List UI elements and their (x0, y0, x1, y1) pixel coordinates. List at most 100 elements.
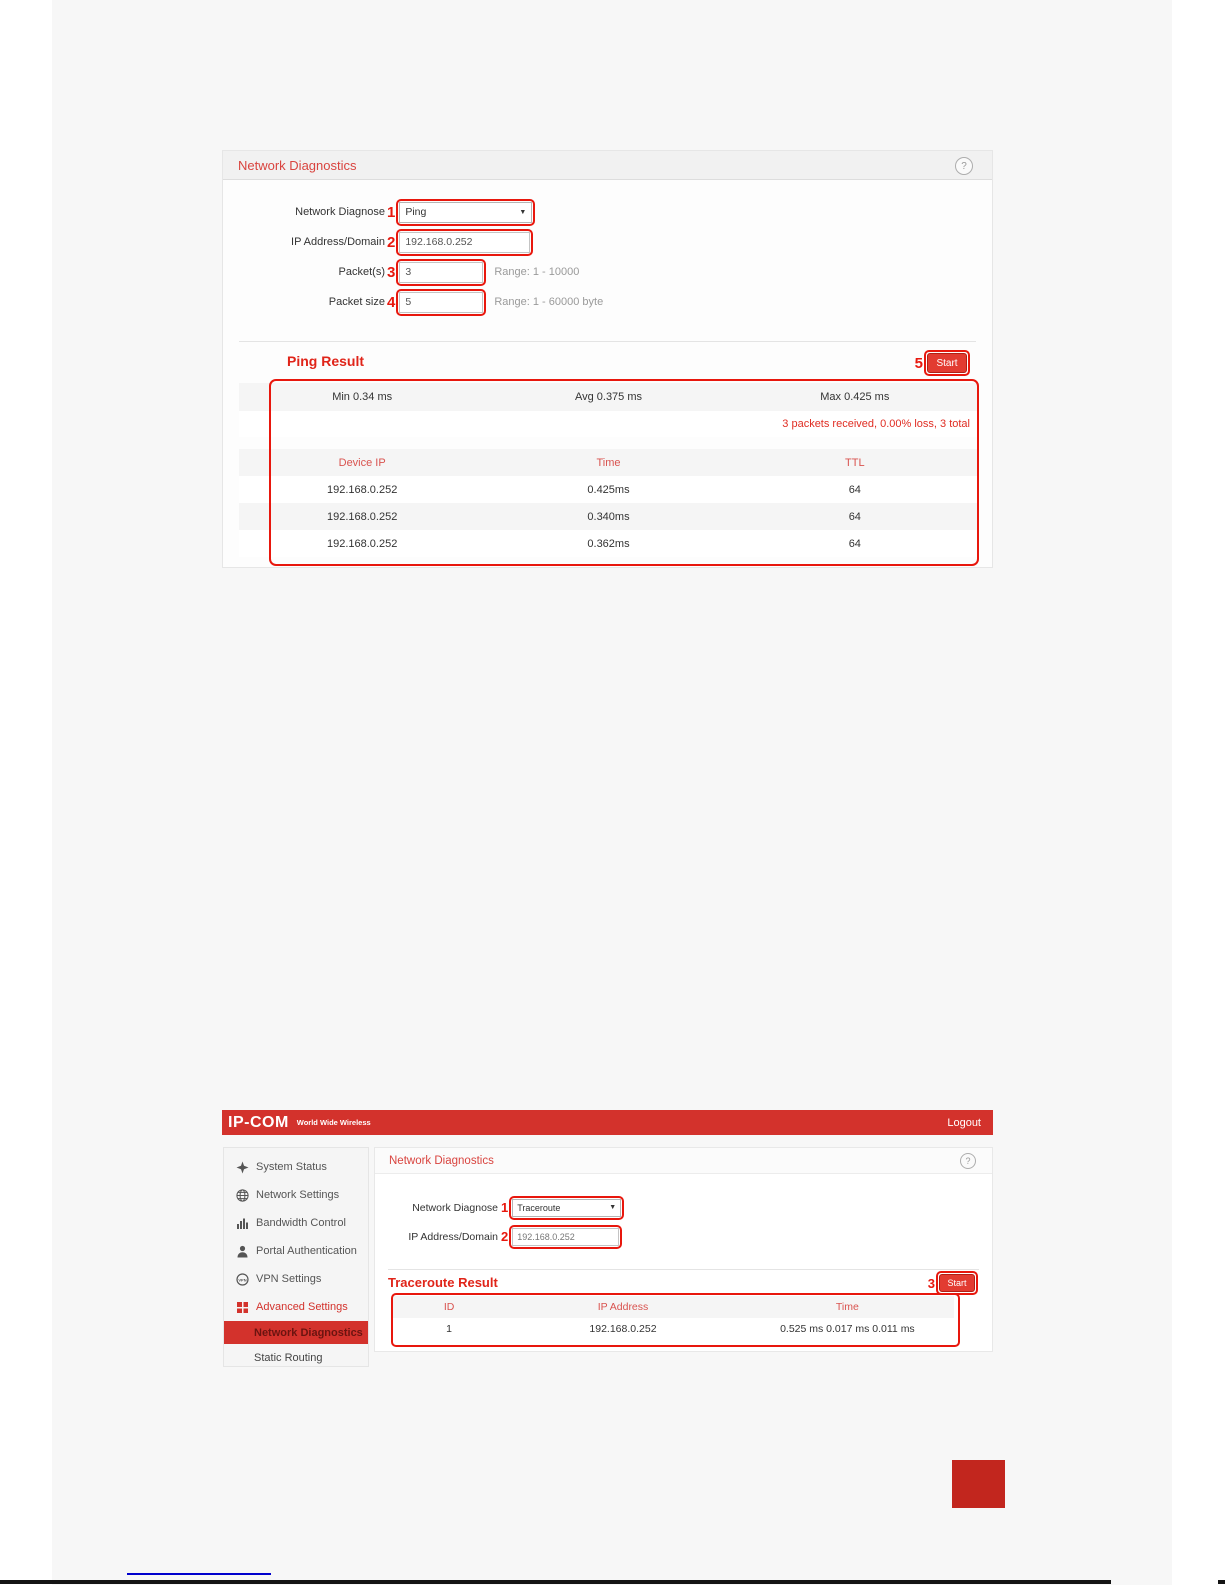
sidebar-item-label: Advanced Settings (256, 1301, 348, 1313)
page-bottom-border-tick (1218, 1580, 1225, 1584)
table-row: 192.168.0.252 0.340ms 64 (239, 503, 978, 530)
cell-device-ip: 192.168.0.252 (326, 510, 398, 523)
network-diagnose-select[interactable]: Ping ▼ (399, 201, 533, 223)
column-time: Time (596, 456, 621, 469)
form-row-network-diagnose: Network Diagnose 1 Ping ▼ (239, 198, 536, 226)
traceroute-result-table: ID IP Address Time 1 192.168.0.252 0.525… (393, 1296, 954, 1339)
network-diagnose-value: Traceroute (517, 1202, 561, 1213)
sidebar-item-bandwidth-control[interactable]: Bandwidth Control (224, 1209, 368, 1237)
cell-ip-address: 192.168.0.252 (589, 1322, 657, 1335)
sidebar-item-network-diagnostics-selected[interactable]: Network Diagnostics (224, 1321, 368, 1344)
cell-time: 0.425ms (587, 483, 630, 496)
grid-icon (235, 1300, 249, 1314)
sidebar-item-label: Network Settings (256, 1189, 340, 1201)
sidebar-item-vpn-settings[interactable]: VPN VPN Settings (224, 1265, 368, 1293)
section-divider (388, 1269, 979, 1270)
packets-input[interactable] (399, 261, 484, 283)
sidebar-item-system-status[interactable]: System Status (224, 1153, 368, 1181)
callout-box: Start (924, 350, 970, 376)
user-icon (235, 1244, 249, 1258)
sidebar-item-label: Portal Authentication (256, 1245, 357, 1257)
network-diagnose-select[interactable]: Traceroute ▼ (512, 1198, 622, 1217)
callout-box: Ping ▼ (396, 198, 536, 226)
ping-avg: Avg 0.375 ms (574, 391, 643, 403)
form-row-network-diagnose: Network Diagnose 1 Traceroute ▼ (388, 1195, 625, 1220)
callout-number: 3 (927, 1275, 935, 1291)
callout-number: 5 (914, 354, 923, 372)
callout-number: 1 (501, 1200, 509, 1215)
callout-box (396, 288, 487, 316)
panel-header: Network Diagnostics (375, 1148, 992, 1174)
sidebar-item-label: Static Routing (254, 1351, 323, 1364)
globe-icon (235, 1188, 249, 1202)
sidebar-item-label: System Status (256, 1161, 327, 1173)
cell-time: 0.362ms (587, 537, 630, 550)
packets-received-text: 3 packets received, 0.00% loss, 3 total (782, 418, 970, 430)
packets-label: Packet(s) (338, 266, 385, 278)
section-divider (239, 341, 976, 342)
ping-diagnostics-panel: Network Diagnostics ? Network Diagnose 1… (222, 150, 993, 568)
ipcom-logo: IP-COM (228, 1113, 289, 1131)
signal-icon (235, 1160, 249, 1174)
ping-min: Min 0.34 ms (332, 391, 393, 403)
bar-chart-icon (235, 1216, 249, 1230)
sidebar-item-label: VPN Settings (256, 1273, 322, 1285)
panel-title: Network Diagnostics (389, 1154, 494, 1167)
form-row-packets: Packet(s) 3 Range: 1 - 10000 (239, 258, 580, 286)
form-row-packet-size: Packet size 4 Range: 1 - 60000 byte (239, 288, 603, 316)
logout-link[interactable]: Logout (947, 1116, 981, 1129)
cell-time: 0.525 ms 0.017 ms 0.011 ms (780, 1322, 915, 1335)
callout-number: 2 (501, 1229, 509, 1244)
start-button-callout: 3 Start (925, 1271, 978, 1295)
ping-received-row: 3 packets received, 0.00% loss, 3 total (239, 411, 978, 437)
packet-size-input[interactable] (399, 291, 484, 313)
callout-box (509, 1224, 623, 1249)
sidebar-item-static-routing[interactable]: Static Routing (224, 1344, 368, 1371)
brand-tagline: World Wide Wireless (296, 1118, 371, 1127)
cell-ttl: 64 (848, 537, 861, 550)
panel-header: Network Diagnostics (223, 151, 992, 180)
ip-address-label: IP Address/Domain (291, 236, 385, 248)
cell-id: 1 (446, 1322, 453, 1335)
network-diagnose-label: Network Diagnose (412, 1201, 498, 1214)
packet-size-label: Packet size (328, 296, 385, 308)
callout-box: Traceroute ▼ (509, 1195, 625, 1220)
column-time: Time (835, 1301, 859, 1313)
sidebar-nav: System Status Network Settings Bandwidth… (223, 1147, 369, 1367)
cell-device-ip: 192.168.0.252 (326, 537, 398, 550)
sidebar-item-advanced-settings[interactable]: Advanced Settings (224, 1293, 368, 1321)
ping-result-table: Min 0.34 ms Avg 0.375 ms Max 0.425 ms 3 … (239, 383, 978, 557)
footer-link-underline[interactable] (127, 1573, 271, 1575)
start-button[interactable]: Start (927, 353, 967, 373)
sidebar-item-portal-authentication[interactable]: Portal Authentication (224, 1237, 368, 1265)
sidebar-item-network-settings[interactable]: Network Settings (224, 1181, 368, 1209)
start-button[interactable]: Start (939, 1274, 975, 1292)
table-row: 1 192.168.0.252 0.525 ms 0.017 ms 0.011 … (393, 1318, 954, 1339)
callout-number: 1 (387, 203, 396, 221)
callout-number: 2 (387, 233, 396, 251)
traceroute-diagnostics-panel: Network Diagnostics ? Network Diagnose 1… (374, 1147, 993, 1352)
callout-box (396, 228, 534, 256)
callout-box (396, 258, 487, 286)
network-diagnose-value: Ping (405, 206, 427, 218)
traceroute-result-title: Traceroute Result (388, 1275, 498, 1290)
page-decoration-red-square (952, 1460, 1005, 1508)
table-row: 192.168.0.252 0.362ms 64 (239, 530, 978, 557)
form-row-ip-address: IP Address/Domain 2 (239, 228, 534, 256)
network-diagnose-label: Network Diagnose (295, 206, 385, 218)
callout-number: 3 (387, 263, 396, 281)
ip-address-label: IP Address/Domain (408, 1230, 498, 1243)
ip-address-input[interactable] (399, 231, 531, 253)
packets-range-hint: Range: 1 - 10000 (494, 266, 580, 278)
start-button-callout: 5 Start (913, 350, 970, 376)
form-row-ip-address: IP Address/Domain 2 (388, 1224, 623, 1249)
chevron-down-icon: ▼ (609, 1204, 617, 1211)
callout-number: 4 (387, 293, 396, 311)
cell-ttl: 64 (848, 510, 861, 523)
ping-table-header: Device IP Time TTL (239, 449, 978, 476)
ip-address-input[interactable] (512, 1227, 620, 1246)
column-ttl: TTL (845, 456, 865, 469)
help-icon[interactable]: ? (955, 157, 973, 175)
ping-summary-row: Min 0.34 ms Avg 0.375 ms Max 0.425 ms (239, 383, 978, 411)
help-icon[interactable]: ? (960, 1153, 976, 1169)
